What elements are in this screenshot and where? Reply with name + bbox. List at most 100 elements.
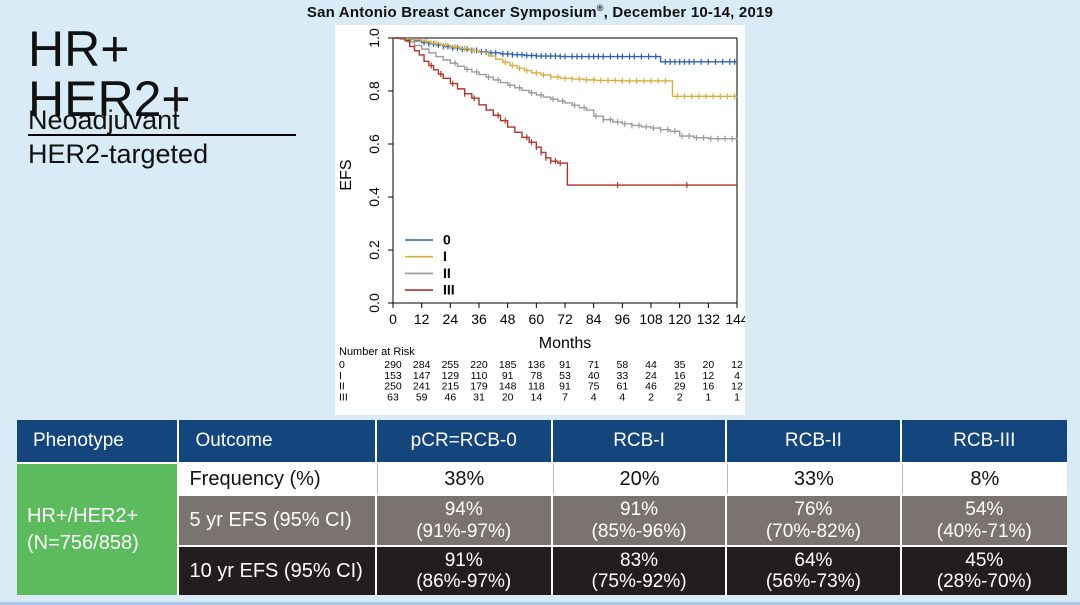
column-header-outcome: Outcome: [179, 420, 375, 462]
x-tick-label: 96: [615, 311, 631, 327]
risk-count: 147: [413, 370, 431, 382]
risk-count: 46: [645, 381, 657, 393]
risk-row-label: II: [339, 381, 345, 393]
risk-count: 136: [528, 359, 546, 371]
risk-count: 12: [702, 370, 714, 382]
risk-count: 7: [562, 391, 568, 403]
risk-count: 241: [413, 381, 431, 393]
risk-count: 284: [413, 359, 431, 371]
x-tick-label: 60: [529, 311, 545, 327]
column-header-pcr-rcb-0: pCR=RCB-0: [376, 420, 551, 462]
slide-header-text: San Antonio Breast Cancer Symposium: [306, 4, 597, 21]
risk-count: 153: [384, 370, 402, 382]
x-tick-label: 144: [725, 311, 745, 327]
outcome-label: 5 yr EFS (95% CI): [179, 496, 375, 545]
title-block: HR+ HER2+: [28, 24, 296, 136]
y-tick-label: 1.0: [366, 28, 382, 48]
legend-label-II: II: [443, 265, 451, 281]
risk-count: 185: [499, 359, 517, 371]
risk-count: 75: [588, 381, 600, 393]
risk-count: 290: [384, 359, 402, 371]
risk-count: 1: [705, 391, 711, 403]
y-tick-label: 0.0: [366, 293, 382, 313]
x-tick-label: 0: [389, 311, 397, 327]
risk-count: 255: [442, 359, 460, 371]
risk-count: 35: [674, 359, 686, 371]
x-tick-label: 108: [639, 311, 663, 327]
risk-count: 44: [645, 359, 657, 371]
km-curve-I: [393, 37, 737, 97]
risk-row-label: III: [339, 391, 348, 403]
risk-count: 16: [702, 381, 714, 393]
registered-mark: ®: [596, 3, 604, 13]
risk-count: 91: [559, 381, 571, 393]
risk-count: 1: [734, 391, 740, 403]
risk-count: 71: [588, 359, 600, 371]
risk-count: 33: [616, 370, 628, 382]
risk-count: 58: [616, 359, 628, 371]
risk-count: 46: [444, 391, 456, 403]
risk-count: 61: [616, 381, 628, 393]
value-cell: 33%: [727, 464, 900, 494]
y-tick-label: 0.8: [366, 81, 382, 101]
value-cell: 64% (56%-73%): [727, 547, 900, 595]
x-tick-label: 84: [586, 311, 602, 327]
risk-count: 179: [470, 381, 488, 393]
column-header-rcb-iii: RCB-III: [901, 420, 1067, 462]
value-cell: 38%: [376, 464, 551, 494]
x-tick-label: 36: [471, 311, 487, 327]
km-chart: 0 12 24 36 48 60 72 84 96 108 120 132 1440.00.20.40.…: [338, 28, 749, 403]
risk-count: 91: [502, 370, 514, 382]
risk-count: 12: [731, 359, 743, 371]
value-cell: 91% (85%-96%): [552, 496, 726, 545]
risk-count: 78: [530, 370, 542, 382]
column-header-rcb-i: RCB-I: [552, 420, 726, 462]
risk-row-label: I: [339, 370, 342, 382]
bottom-strip: [0, 602, 1080, 605]
x-tick-label: 132: [697, 311, 721, 327]
x-tick-label: 120: [668, 311, 692, 327]
risk-count: 4: [734, 370, 740, 382]
x-axis-label: Months: [539, 335, 591, 352]
value-cell: 20%: [552, 464, 726, 494]
risk-count: 129: [442, 370, 460, 382]
risk-count: 14: [530, 391, 542, 403]
value-cell: 45% (28%-70%): [901, 547, 1067, 595]
risk-count: 29: [674, 381, 686, 393]
risk-count: 91: [559, 359, 571, 371]
legend-label-I: I: [443, 248, 447, 264]
risk-count: 148: [499, 381, 517, 393]
x-tick-label: 12: [414, 311, 430, 327]
risk-count: 59: [416, 391, 428, 403]
y-tick-label: 0.2: [366, 240, 382, 260]
km-curve-II: [393, 37, 738, 140]
y-axis-label: EFS: [338, 159, 355, 190]
value-cell: 91% (86%-97%): [376, 547, 551, 595]
subtitle-line-1: Neoadjuvant: [28, 105, 180, 135]
risk-count: 12: [731, 381, 743, 393]
risk-count: 31: [473, 391, 485, 403]
risk-row-label: 0: [339, 359, 345, 371]
outcome-label: Frequency (%): [179, 464, 375, 494]
risk-count: 53: [559, 370, 571, 382]
risk-count: 20: [502, 391, 514, 403]
legend-label-0: 0: [443, 232, 451, 248]
subtitle: Neoadjuvant HER2-targeted: [28, 104, 208, 172]
risk-count: 215: [442, 381, 460, 393]
risk-count: 118: [528, 381, 545, 393]
x-tick-label: 72: [557, 311, 573, 327]
risk-count: 110: [471, 370, 488, 382]
slide-header-date: , December 10-14, 2019: [603, 4, 774, 21]
results-table: Phenotype Outcome pCR=RCB-0 RCB-I RCB-II RCB-…: [17, 420, 1067, 595]
slide-header: San Antonio Breast Cancer Symposium®, De…: [0, 3, 1080, 21]
column-header-phenotype: Phenotype: [17, 420, 178, 462]
risk-count: 16: [674, 370, 686, 382]
legend-label-III: III: [443, 282, 455, 298]
outcome-label: 10 yr EFS (95% CI): [179, 547, 375, 595]
value-cell: 54% (40%-71%): [901, 496, 1067, 545]
x-tick-label: 24: [443, 311, 459, 327]
risk-count: 40: [588, 370, 600, 382]
page-title: HR+ HER2+: [28, 21, 191, 127]
value-cell: 83% (75%-92%): [552, 547, 726, 595]
